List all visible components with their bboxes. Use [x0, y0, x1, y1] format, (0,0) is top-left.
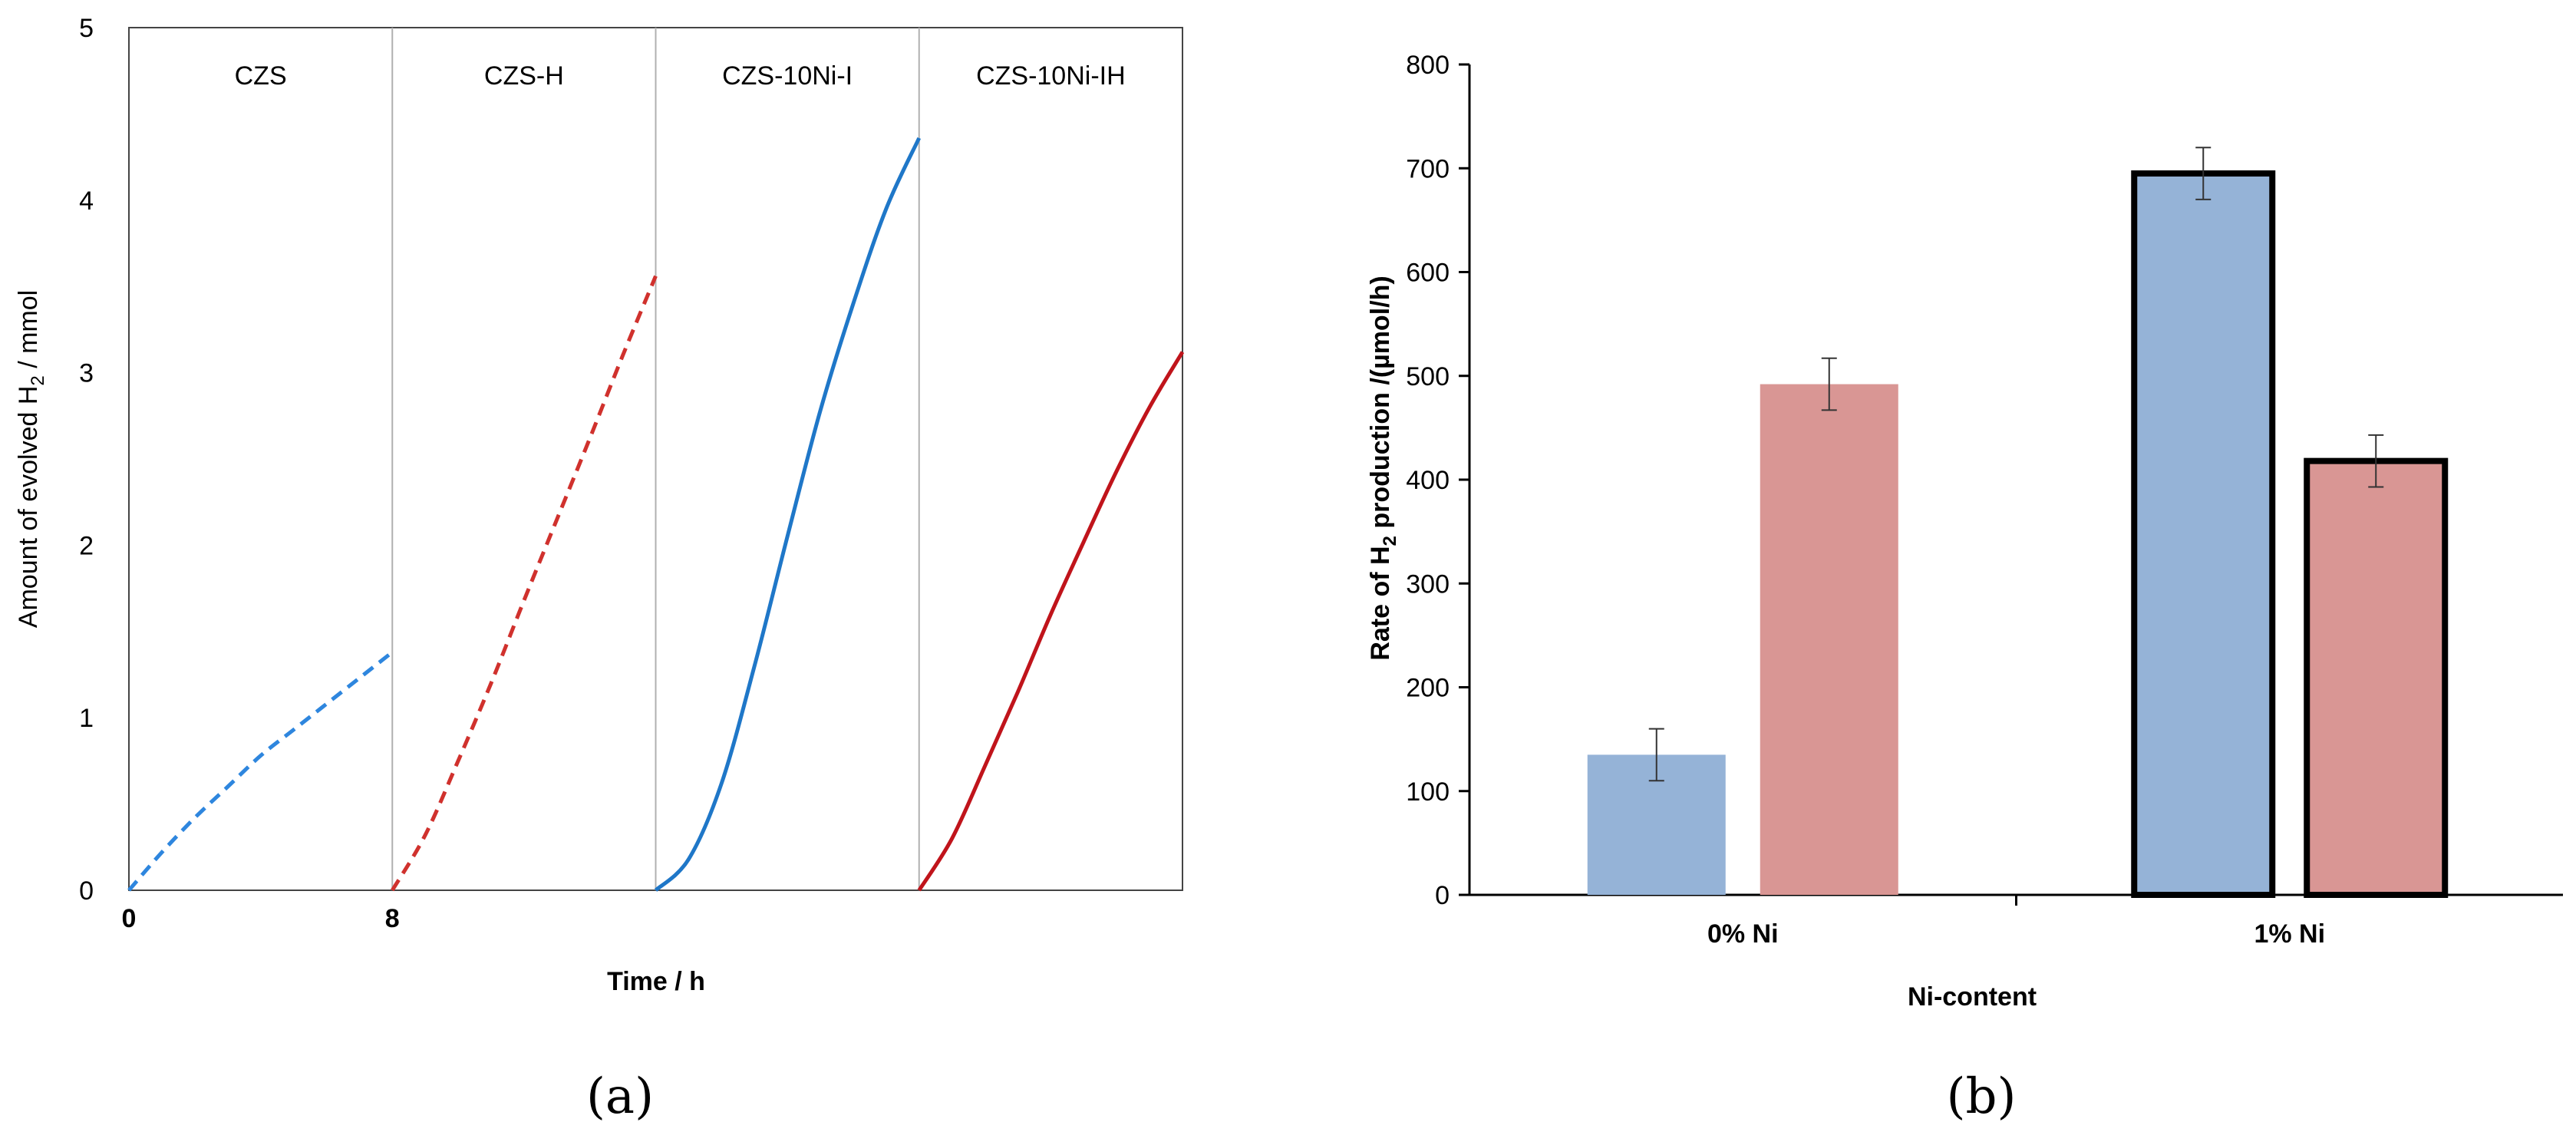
segment-label: CZS-10Ni-IH [976, 61, 1126, 91]
y-tick-label: 100 [1406, 777, 1450, 807]
series-line [391, 275, 658, 892]
y-tick-label: 400 [1406, 466, 1450, 495]
y-tick-label: 200 [1406, 674, 1450, 703]
panel-b-x-axis-label: Ni-content [1908, 982, 2037, 1012]
panel-a-y-label-part1: Amount of evolved H [14, 386, 43, 629]
panel-a-segment-dividers [391, 28, 920, 890]
panel-b-y-axis-label: Rate of H2 production /(µmol/h) [1366, 276, 1400, 660]
panel-b-y-ticks: 0 100 200 300 400 500 600 700 800 [1406, 51, 1469, 910]
x-tick-label: 0% Ni [1707, 919, 1779, 949]
panel-a-label: (a) [586, 1068, 654, 1125]
panel-b-y-label-subscript: 2 [1380, 536, 1400, 546]
y-tick-label: 600 [1406, 259, 1450, 288]
series-line [654, 137, 922, 892]
panel-a-y-label-part2: / mmol [14, 290, 43, 375]
series-line [127, 650, 394, 892]
y-tick-label: 500 [1406, 362, 1450, 391]
y-tick-label: 700 [1406, 154, 1450, 183]
panel-b-y-label-part2: production /(µmol/h) [1366, 276, 1395, 536]
y-tick-label: 0 [79, 876, 94, 906]
bar [1760, 384, 1898, 895]
panel-a-segment-labels: CZS CZS-H CZS-10Ni-I CZS-10Ni-IH [235, 61, 1126, 91]
panel-a-y-label-subscript: 2 [28, 375, 48, 385]
panel-b-y-label-part1: Rate of H [1366, 546, 1395, 660]
segment-label: CZS-H [484, 61, 564, 91]
y-tick-label: 300 [1406, 569, 1450, 599]
y-tick-label: 0 [1435, 881, 1450, 910]
bar [2304, 457, 2449, 898]
y-tick-label: 1 [79, 704, 94, 733]
panel-a-y-axis-label: Amount of evolved H2 / mmol [14, 290, 48, 628]
x-tick-label: 8 [385, 904, 400, 933]
y-tick-label: 800 [1406, 51, 1450, 80]
y-tick-label: 5 [79, 14, 94, 43]
panel-b-label: (b) [1947, 1068, 2017, 1125]
panel-a-x-axis-label: Time / h [607, 967, 705, 996]
segment-label: CZS-10Ni-I [722, 61, 853, 91]
y-tick-label: 3 [79, 359, 94, 388]
panel-b-bar-chart: 0 100 200 300 400 500 600 700 800 0% Ni 1% Ni Ni-… [1366, 51, 2563, 1125]
x-tick-label: 0 [122, 904, 137, 933]
x-tick-label: 1% Ni [2254, 919, 2325, 949]
panel-a-series-group [127, 137, 1185, 892]
segment-label: CZS [235, 61, 287, 91]
panel-a-y-ticks: 0 1 2 3 4 5 [79, 14, 94, 906]
panel-b-bars-group [1587, 147, 2449, 898]
series-line [917, 351, 1185, 892]
panel-b-x-ticks: 0% Ni 1% Ni [1707, 895, 2325, 949]
bar [2131, 170, 2276, 898]
y-tick-label: 4 [79, 186, 94, 216]
y-tick-label: 2 [79, 531, 94, 560]
